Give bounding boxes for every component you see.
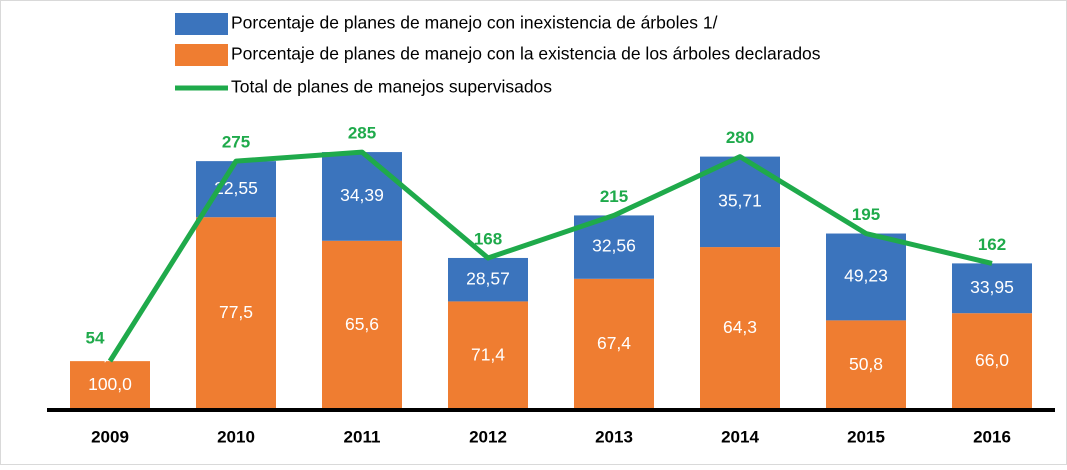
bar-segment: [322, 240, 402, 410]
bar-segment: [70, 361, 150, 410]
bar-segment: [952, 313, 1032, 410]
bar-segment: [322, 152, 402, 241]
bar-value-label: 71,4: [471, 344, 505, 364]
bar-value-label: 33,95: [970, 277, 1014, 297]
x-tick-label: 2010: [217, 427, 255, 446]
bar-value-label: 28,57: [466, 268, 510, 288]
bar-value-label: 67,4: [597, 333, 631, 353]
line-value-label: 195: [852, 205, 880, 224]
x-tick-label: 2011: [344, 427, 381, 446]
bar-value-label: 64,3: [723, 317, 757, 337]
bar-value-label: 50,8: [849, 354, 883, 374]
bar-segment: [826, 233, 906, 321]
bar-value-label: 65,6: [345, 314, 379, 334]
bar-value-label: 35,71: [718, 190, 762, 210]
line-value-label: 168: [474, 229, 502, 248]
x-tick-label: 2012: [469, 427, 507, 446]
bar-value-label: 49,23: [844, 266, 888, 286]
bar-value-label: 34,39: [340, 185, 384, 205]
line-value-label: 275: [222, 133, 250, 152]
bar-segment: [826, 320, 906, 410]
bar-segment: [700, 247, 780, 410]
legend-swatch: [175, 44, 228, 66]
legend-label: Total de planes de manejos supervisados: [231, 77, 552, 97]
x-tick-label: 2015: [847, 427, 885, 446]
line-value-label: 215: [600, 187, 628, 206]
bar-value-label: 100,0: [88, 374, 132, 394]
bar-value-label: 66,0: [975, 350, 1009, 370]
line-value-label: 285: [348, 124, 376, 143]
line-series: [107, 149, 993, 363]
bar-segment: [448, 257, 528, 302]
bar-segment: [952, 263, 1032, 314]
legend-swatch: [175, 13, 228, 35]
legend-label: Porcentaje de planes de manejo con inexi…: [231, 13, 718, 33]
x-tick-label: 2009: [91, 427, 129, 446]
legend-label: Porcentaje de planes de manejo con la ex…: [231, 44, 821, 64]
bar-value-label: 77,5: [219, 302, 253, 322]
bar-segment: [448, 301, 528, 410]
line-value-label: 162: [978, 235, 1006, 254]
bar-segment: [574, 278, 654, 410]
line-value-label: 54: [86, 329, 105, 348]
line-value-label: 280: [726, 128, 754, 147]
x-tick-label: 2014: [721, 427, 759, 446]
bar-value-label: 32,56: [592, 236, 636, 256]
x-tick-label: 2013: [595, 427, 633, 446]
x-tick-label: 2016: [973, 427, 1011, 446]
bar-segment: [196, 217, 276, 410]
